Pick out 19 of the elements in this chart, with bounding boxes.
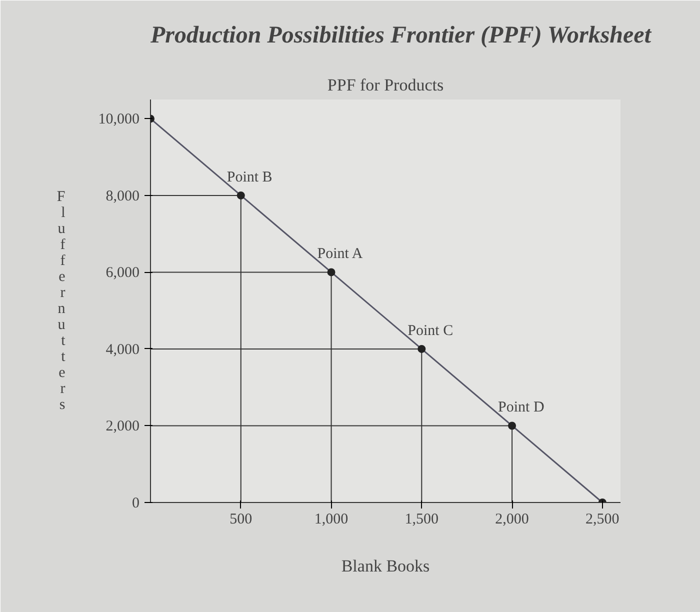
text: Fluffernutters bbox=[56, 189, 66, 413]
x-tick-label: 1,500 bbox=[404, 512, 439, 528]
chart-title: Production Possibilities Frontier (PPF) Worksheet bbox=[150, 22, 652, 48]
y-tick-label: 10,000 bbox=[98, 112, 140, 128]
y-tick-label: 2,000 bbox=[106, 418, 140, 435]
annotation: Point B bbox=[226, 169, 272, 186]
x-axis-title: Blank Books bbox=[341, 556, 430, 576]
y-tick-label: 8,000 bbox=[106, 188, 140, 204]
x-tick-label: 2,500 bbox=[586, 512, 620, 528]
annotation: Point A bbox=[317, 246, 363, 262]
x-tick-label: 2,000 bbox=[495, 512, 529, 528]
y-tick-label: 4,000 bbox=[106, 342, 140, 358]
annotation: Point C bbox=[408, 322, 454, 339]
y-tick-label: 6,000 bbox=[106, 265, 140, 282]
x-tick-label: 1,000 bbox=[314, 512, 348, 528]
y-tick-label: 0 bbox=[132, 496, 140, 512]
annotation: Point D bbox=[498, 400, 544, 416]
x-tick-label: 500 bbox=[230, 512, 252, 528]
chart-subtitle: PPF for Products bbox=[327, 76, 444, 94]
